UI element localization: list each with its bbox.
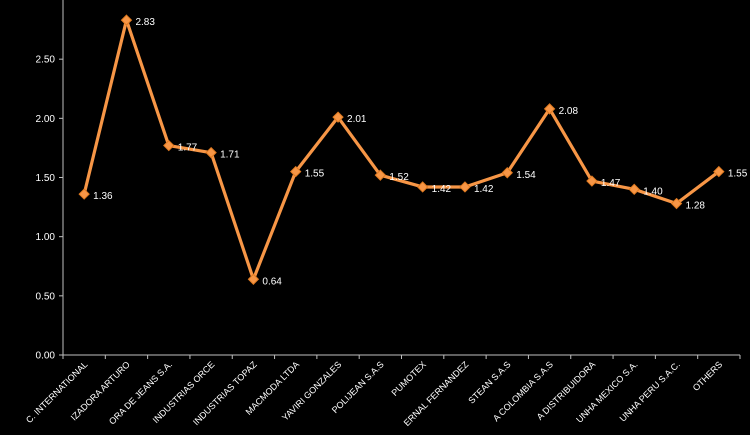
data-label: 1.71	[220, 150, 240, 161]
data-point-marker	[78, 188, 90, 200]
data-point-marker	[416, 181, 429, 193]
y-tick-label: 1.50	[36, 173, 56, 184]
data-point-marker	[120, 14, 133, 26]
series-line	[82, 18, 721, 281]
data-label: 1.47	[601, 178, 621, 189]
data-point-marker	[543, 103, 556, 115]
data-label: 1.52	[389, 172, 409, 183]
data-label: 0.64	[262, 276, 282, 287]
y-tick-label: 2.50	[36, 55, 56, 66]
data-label: 1.28	[686, 201, 706, 212]
data-point-marker	[628, 183, 640, 196]
data-point-marker	[586, 175, 598, 187]
data-point-marker	[332, 111, 344, 123]
data-point-marker	[290, 165, 302, 178]
data-label: 2.01	[347, 114, 367, 125]
data-point-marker	[374, 169, 387, 181]
x-tick-label: PUMOTEX	[390, 359, 429, 398]
x-tick-label: STEAN S.A.S	[466, 359, 512, 405]
data-label: 1.55	[305, 169, 325, 180]
y-tick-label: 1.00	[36, 232, 56, 243]
data-point-marker	[247, 273, 260, 285]
data-point-marker	[670, 197, 683, 210]
y-tick-label: 0.00	[36, 351, 56, 362]
data-point-marker	[205, 146, 217, 159]
y-tick-label: 2.00	[36, 114, 56, 125]
data-label: 1.42	[432, 184, 452, 195]
data-label: 1.40	[643, 186, 663, 197]
x-tick-label: OTHERS	[691, 359, 725, 393]
y-tick-label: 0.50	[36, 291, 56, 302]
data-point-marker	[459, 181, 471, 193]
data-label: 1.36	[93, 191, 113, 202]
data-point-marker	[501, 167, 513, 179]
data-point-marker	[163, 139, 175, 152]
data-point-marker	[713, 165, 725, 178]
data-label: 1.42	[474, 184, 494, 195]
data-label: 1.55	[728, 169, 748, 180]
data-label: 1.77	[178, 143, 198, 154]
data-label: 2.83	[135, 17, 155, 28]
data-label: 1.54	[516, 170, 536, 181]
data-label: 2.08	[559, 106, 579, 117]
